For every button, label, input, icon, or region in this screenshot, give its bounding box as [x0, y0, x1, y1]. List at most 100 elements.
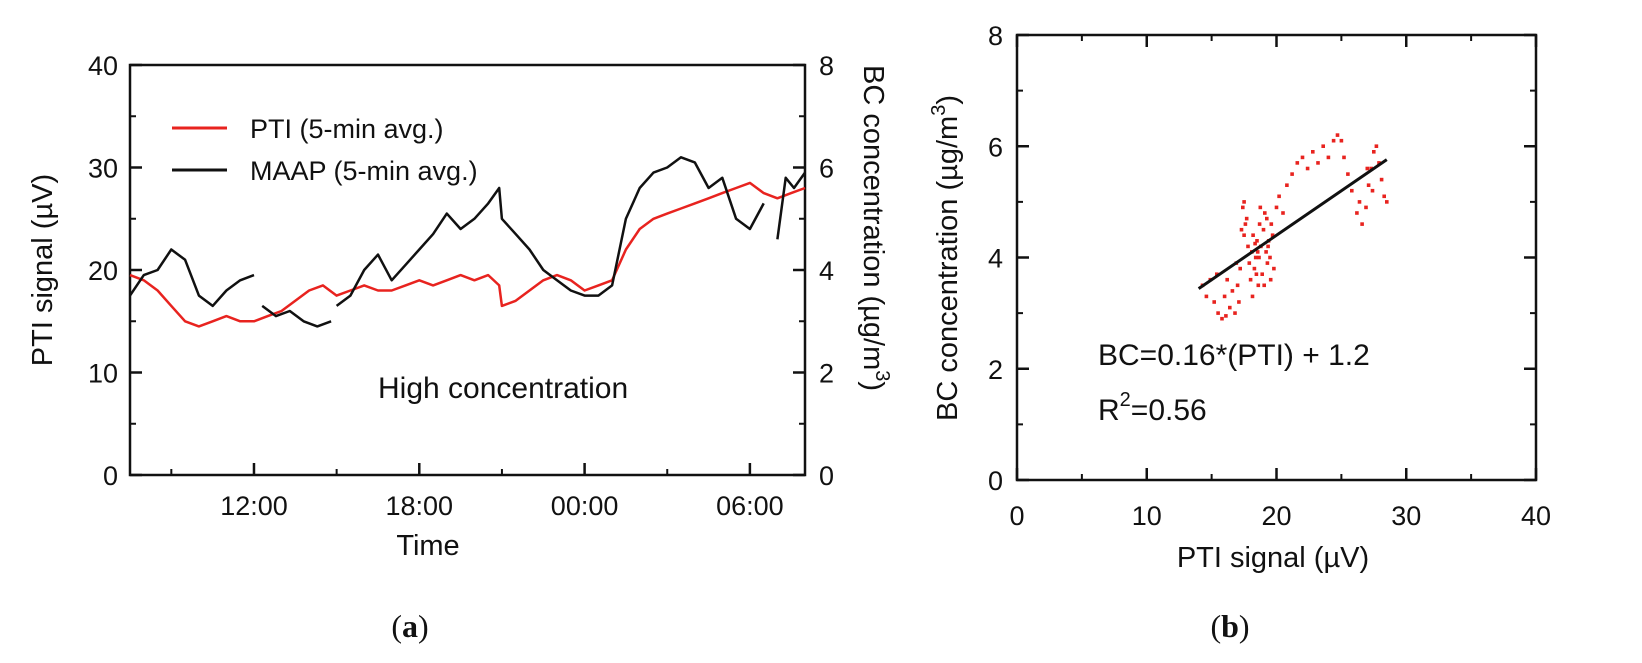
caption-a-close: ) [418, 608, 429, 644]
x-tick-label: 40 [1521, 501, 1551, 531]
scatter-point [1379, 177, 1384, 182]
scatter-point [1272, 266, 1276, 271]
scatter-point [1350, 188, 1354, 193]
left-tick-label: 30 [88, 154, 118, 184]
panel-b-y-axis-title-sup: 3 [928, 105, 950, 116]
scatter-point [1264, 250, 1268, 254]
right-tick-label: 4 [819, 256, 834, 286]
scatter-point [1230, 289, 1235, 293]
panel-b-r-squared-base: R [1098, 394, 1120, 427]
caption-a-open: ( [391, 608, 402, 644]
right-tick-label: 0 [819, 461, 834, 491]
panel-b-y-axis: 0 2 4 6 8 [988, 21, 1536, 496]
scatter-point [1382, 194, 1386, 199]
scatter-point [1374, 144, 1379, 148]
scatter-point [1277, 194, 1281, 199]
panel-b-y-axis-title-close: ) [932, 95, 964, 105]
scatter-point [1295, 161, 1300, 165]
scatter-point [1260, 272, 1264, 276]
scatter-point [1253, 241, 1257, 246]
panel-a-plot-frame [128, 63, 807, 477]
scatter-point [1364, 205, 1368, 210]
panel-a-right-axis-title: BC concentration (µg/m3) [857, 65, 893, 391]
scatter-point [1228, 305, 1232, 310]
scatter-point [1263, 211, 1267, 215]
caption-a: (a) [391, 608, 428, 644]
scatter-point [1222, 294, 1227, 299]
panel-a-left-axis-title: PTI signal (µV) [27, 174, 59, 366]
scatter-point [1257, 222, 1262, 226]
scatter-point [1268, 255, 1272, 260]
scatter-point [1377, 161, 1381, 165]
scatter-point [1266, 244, 1270, 249]
y-tick-label: 4 [988, 244, 1003, 274]
scatter-point [1239, 227, 1244, 232]
x-tick-label: 06:00 [716, 491, 784, 521]
panel-b-y-axis-title-text: BC concentration (µg/m [932, 116, 964, 421]
scatter-point [1321, 144, 1325, 148]
scatter-point [1243, 222, 1248, 226]
scatter-point [1237, 300, 1241, 304]
scatter-point [1204, 294, 1209, 299]
panel-a-right-axis: 0 2 4 6 8 [793, 51, 834, 491]
regression-line [1197, 158, 1388, 290]
scatter-point [1256, 283, 1261, 288]
scatter-point [1355, 211, 1359, 215]
pti-series-line [129, 181, 806, 328]
scatter-point [1305, 166, 1310, 171]
panel-b-points [1200, 133, 1389, 321]
x-tick-label: 30 [1391, 501, 1421, 531]
scatter-point [1246, 244, 1250, 249]
scatter-point [1281, 211, 1285, 215]
caption-b-open: ( [1210, 608, 1221, 644]
legend-maap-label: MAAP (5-min avg.) [250, 156, 478, 186]
scatter-point [1255, 250, 1260, 254]
panel-a-left-axis: 0 10 20 30 40 [88, 51, 142, 491]
panel-b-r-squared: R2=0.56 [1098, 389, 1207, 427]
scatter-point [1251, 233, 1255, 237]
panel-b-x-axis-title: PTI signal (µV) [1177, 542, 1369, 574]
scatter-point [1270, 233, 1275, 237]
y-tick-label: 6 [988, 132, 1003, 162]
scatter-point [1242, 200, 1246, 204]
right-tick-label: 2 [819, 359, 834, 389]
x-tick-label: 18:00 [385, 491, 453, 521]
scatter-point [1252, 266, 1257, 271]
scatter-point [1331, 138, 1336, 143]
x-tick-label: 10 [1132, 501, 1162, 531]
scatter-point [1326, 155, 1331, 160]
panel-b-plot-frame [1015, 33, 1538, 482]
scatter-point [1346, 172, 1350, 176]
scatter-point [1300, 155, 1305, 160]
panel-b-fit-equation: BC=0.16*(PTI) + 1.2 [1098, 339, 1370, 372]
y-tick-label: 8 [988, 21, 1003, 51]
scatter-point [1261, 227, 1266, 232]
maap-series-line [335, 156, 765, 307]
x-tick-label: 00:00 [551, 491, 619, 521]
scatter-point [1357, 200, 1362, 204]
panel-b-y-axis-title: BC concentration (µg/m3) [928, 95, 964, 421]
scatter-point [1255, 239, 1259, 243]
scatter-point [1335, 133, 1340, 137]
scatter-point [1238, 266, 1242, 271]
scatter-point [1268, 277, 1273, 282]
scatter-point [1311, 150, 1315, 154]
scatter-point [1253, 255, 1258, 260]
scatter-point [1262, 283, 1266, 288]
scatter-point [1235, 283, 1240, 288]
scatter-point [1285, 183, 1289, 187]
maap-series-line [261, 304, 332, 328]
left-tick-label: 0 [103, 461, 118, 491]
scatter-point [1257, 255, 1261, 260]
scatter-point [1258, 205, 1263, 210]
caption-b-close: ) [1239, 608, 1250, 644]
caption-a-letter: a [402, 608, 418, 644]
panel-a-series [128, 156, 807, 328]
scatter-point [1274, 205, 1279, 210]
scatter-point [1360, 222, 1364, 226]
panel-a-annotation: High concentration [378, 372, 628, 405]
scatter-point [1241, 205, 1245, 210]
maap-series-line [128, 248, 255, 308]
